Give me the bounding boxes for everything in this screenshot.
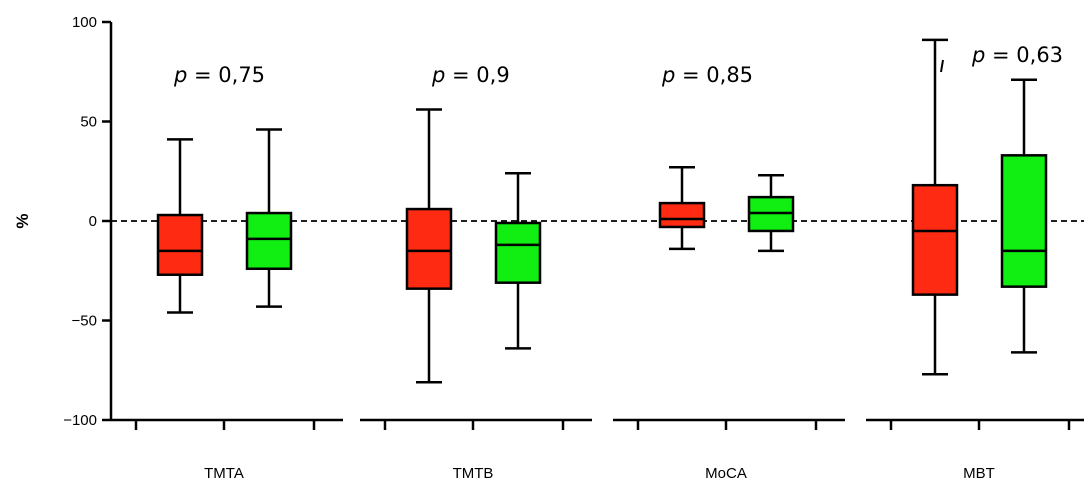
group-mbt: MBT p = 0,63	[866, 38, 1084, 482]
y-axis: 100 50 0 −50 −100	[63, 14, 113, 429]
box-tmta-1	[156, 138, 204, 314]
y-tick-label: −100	[63, 412, 97, 429]
p-value-annotation: p = 0,63	[971, 43, 1063, 67]
p-value-annotation: p = 0,9	[431, 63, 510, 87]
box-tmtb-1	[405, 108, 453, 384]
box-mbt-1	[911, 38, 959, 376]
group-tmtb: TMTB p = 0,9	[360, 63, 592, 482]
y-tick-label: 100	[72, 14, 97, 31]
category-label: TMTA	[204, 465, 244, 482]
box-moca-2	[747, 173, 795, 253]
annotation-mark	[940, 59, 944, 73]
y-tick-label: 50	[80, 114, 97, 131]
category-groups: TMTA p = 0,75 TMTB p = 0,9 MoCA p = 0,85 MBT p …	[111, 38, 1084, 482]
iqr-box	[494, 221, 542, 284]
box-moca-1	[658, 166, 706, 251]
iqr-box	[245, 211, 293, 271]
category-label: MBT	[963, 465, 995, 482]
p-value-annotation: p = 0,75	[173, 63, 265, 87]
iqr-box	[1000, 154, 1048, 288]
group-moca: MoCA p = 0,85	[613, 63, 845, 482]
box-tmtb-2	[494, 171, 542, 350]
y-tick-label: −50	[72, 313, 97, 330]
category-label: TMTB	[453, 465, 494, 482]
y-tick-label: 0	[89, 213, 97, 230]
category-label: MoCA	[705, 465, 747, 482]
group-tmta: TMTA p = 0,75	[111, 63, 343, 482]
y-axis-label: %	[13, 213, 32, 228]
box-tmta-2	[245, 128, 293, 308]
iqr-box	[156, 213, 204, 276]
p-value-annotation: p = 0,85	[661, 63, 753, 87]
iqr-box	[911, 183, 959, 296]
iqr-box	[405, 207, 453, 290]
iqr-box	[658, 201, 706, 229]
box-mbt-2	[1000, 78, 1048, 354]
